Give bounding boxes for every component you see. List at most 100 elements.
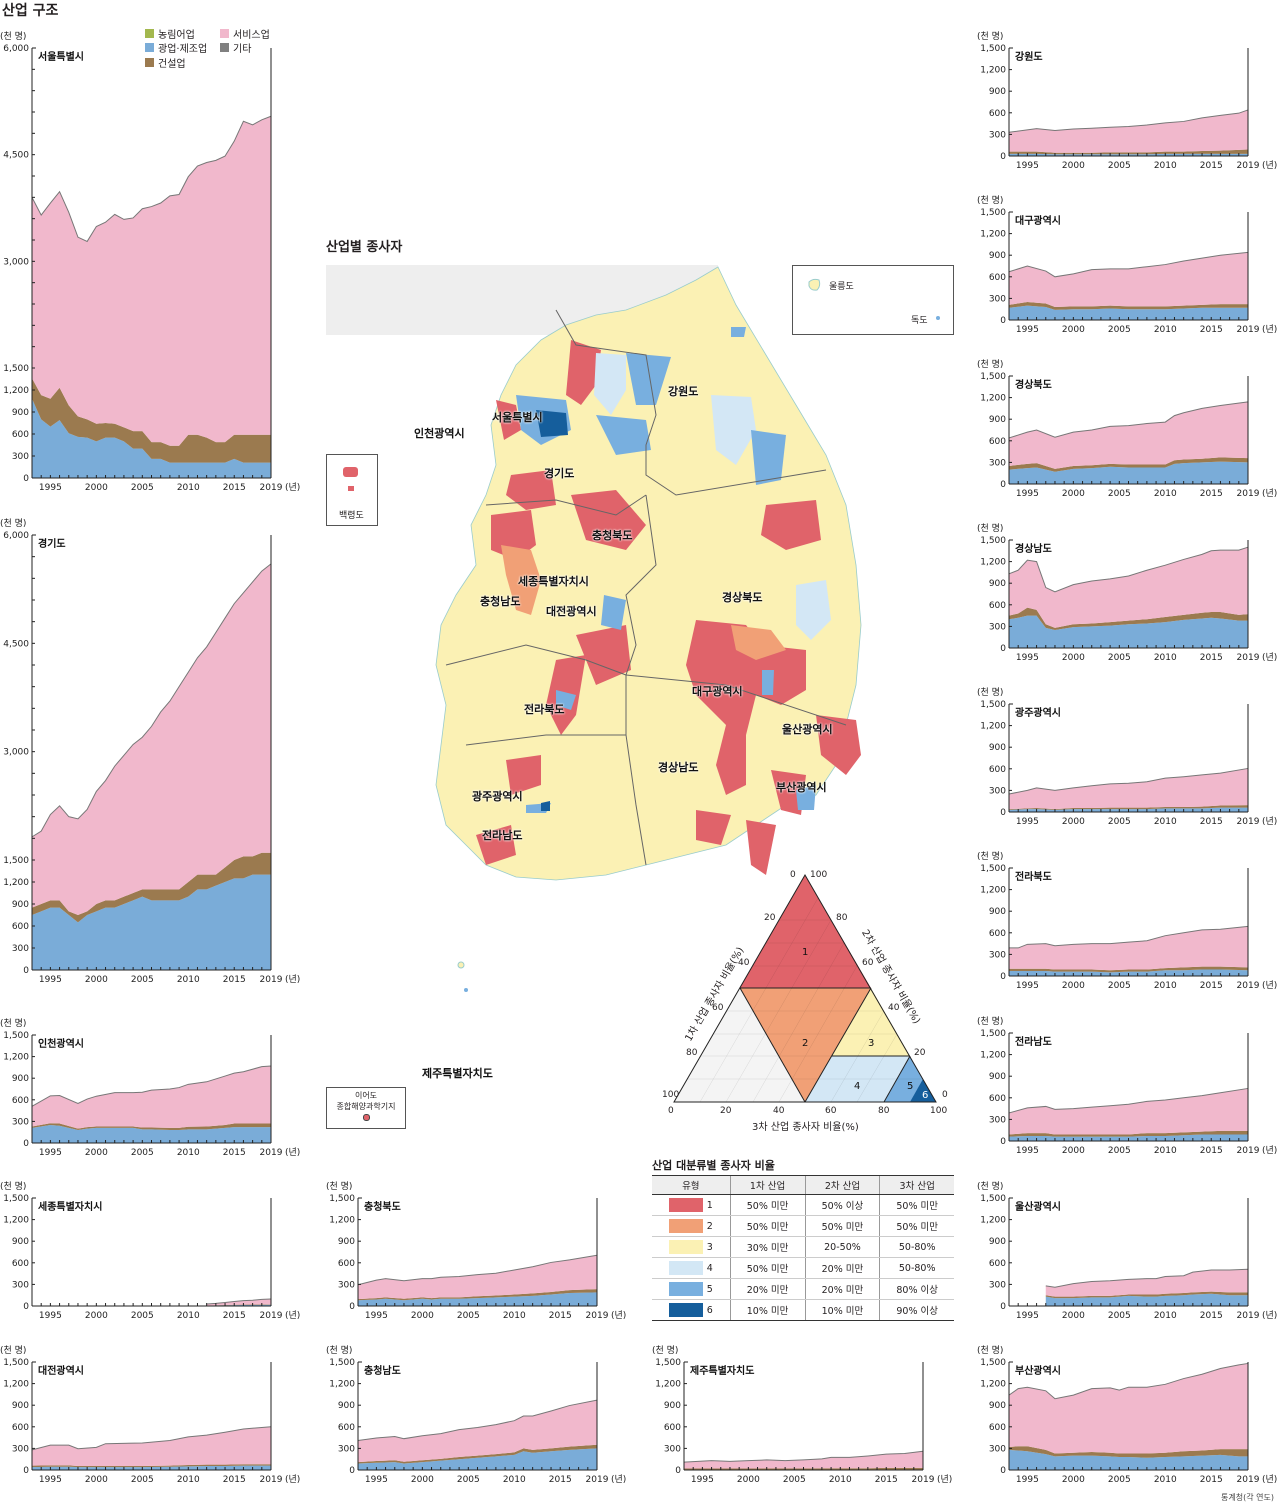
map-label-8: 경상북도 (722, 591, 763, 604)
svg-text:2005: 2005 (1108, 981, 1131, 991)
svg-text:900: 900 (664, 1401, 681, 1411)
svg-text:2005: 2005 (1108, 1311, 1131, 1321)
svg-text:(천 명): (천 명) (977, 1181, 1003, 1192)
svg-text:2015: 2015 (1200, 981, 1223, 991)
svg-text:0: 0 (23, 1466, 29, 1476)
svg-text:2010: 2010 (1154, 161, 1177, 171)
svg-text:(천 명): (천 명) (977, 523, 1003, 534)
svg-text:300: 300 (12, 944, 29, 954)
svg-text:2019: 2019 (586, 1475, 609, 1485)
svg-text:2000: 2000 (85, 975, 108, 985)
bottom-tick: 0 (668, 1106, 674, 1116)
legend-item-services: 서비스업 (220, 26, 270, 41)
svg-text:1995: 1995 (39, 1311, 62, 1321)
svg-text:2000: 2000 (411, 1475, 434, 1485)
header-secondary: 2차 산업 (804, 1175, 880, 1195)
chart-gyeonggi: (천 명) 0 300 600 900 1,200 1,500 3,000 4,500 6,000… (0, 515, 300, 990)
svg-text:(천 명): (천 명) (326, 1181, 352, 1192)
svg-text:2000: 2000 (85, 1148, 108, 1158)
type-swatch (668, 1303, 703, 1317)
bottom-tick: 20 (720, 1106, 732, 1116)
legend-label: 건설업 (158, 59, 186, 70)
svg-text:1,200: 1,200 (329, 1216, 355, 1226)
svg-text:2010: 2010 (1154, 325, 1177, 335)
svg-text:2000: 2000 (1062, 1311, 1085, 1321)
legend-label: 광업·제조업 (158, 44, 208, 55)
svg-text:1,500: 1,500 (3, 1031, 29, 1041)
svg-text:2010: 2010 (1154, 817, 1177, 827)
svg-text:300: 300 (12, 1117, 29, 1127)
svg-text:전라남도: 전라남도 (1015, 1035, 1052, 1048)
primary-cell: 50% 미만 (729, 1194, 806, 1216)
svg-text:600: 600 (989, 929, 1006, 939)
svg-text:2019: 2019 (260, 1311, 283, 1321)
svg-text:2015: 2015 (1200, 489, 1223, 499)
svg-text:300: 300 (989, 622, 1006, 632)
svg-text:경상남도: 경상남도 (1015, 542, 1052, 555)
svg-text:(천 명): (천 명) (0, 1181, 26, 1192)
svg-text:(년): (년) (1262, 1310, 1277, 1321)
type-table-header: 유형 1차 산업 2차 산업 3차 산업 (652, 1175, 954, 1195)
ieodo-label: 이어도 (354, 1091, 378, 1100)
svg-text:대전광역시: 대전광역시 (38, 1364, 84, 1377)
svg-text:충청북도: 충청북도 (364, 1200, 401, 1213)
chart-sejong: (천 명) 0 300 600 900 1,200 1,500 1995 2000 2005 201… (0, 1178, 300, 1326)
svg-text:600: 600 (12, 430, 29, 440)
svg-text:2010: 2010 (177, 1475, 200, 1485)
svg-text:2015: 2015 (1200, 1146, 1223, 1156)
chart-gwangju: (천 명) 0 300 600 900 1,200 1,500 1995 2000 2005 201… (977, 684, 1277, 832)
map-label-2: 경기도 (544, 467, 575, 480)
svg-text:900: 900 (989, 87, 1006, 97)
svg-text:(년): (년) (1262, 980, 1277, 991)
svg-text:1,200: 1,200 (980, 66, 1006, 76)
svg-text:1995: 1995 (39, 1475, 62, 1485)
map-label-9: 전라북도 (524, 703, 565, 716)
type-swatch (668, 1219, 703, 1233)
svg-text:300: 300 (989, 294, 1006, 304)
type-row: 2 50% 미만 50% 미만 50% 미만 (652, 1215, 954, 1237)
svg-text:2015: 2015 (223, 975, 246, 985)
svg-text:1,200: 1,200 (980, 1216, 1006, 1226)
bottom-tick: 60 (825, 1106, 837, 1116)
svg-text:2000: 2000 (1062, 325, 1085, 335)
svg-text:2010: 2010 (503, 1311, 526, 1321)
svg-text:대구광역시: 대구광역시 (1015, 214, 1061, 227)
svg-text:(천 명): (천 명) (977, 195, 1003, 206)
svg-text:0: 0 (1000, 644, 1006, 654)
svg-text:3,000: 3,000 (3, 257, 29, 267)
svg-text:0: 0 (1000, 808, 1006, 818)
type-row: 6 10% 미만 10% 미만 90% 이상 (652, 1299, 954, 1321)
svg-text:2010: 2010 (1154, 489, 1177, 499)
svg-text:2015: 2015 (875, 1475, 898, 1485)
region-1-label: 1 (802, 947, 808, 958)
ulleung-label: 울릉도 (829, 282, 854, 292)
agriculture-swatch (145, 29, 154, 38)
svg-text:1,200: 1,200 (329, 1380, 355, 1390)
svg-text:(천 명): (천 명) (977, 851, 1003, 862)
svg-text:900: 900 (989, 251, 1006, 261)
svg-text:600: 600 (989, 1094, 1006, 1104)
svg-text:(년): (년) (285, 482, 300, 493)
svg-text:900: 900 (12, 1237, 29, 1247)
right-tick: 80 (836, 913, 848, 923)
map-label-3: 강원도 (668, 385, 699, 398)
svg-text:2015: 2015 (1200, 817, 1223, 827)
legend-item-manufacturing: 광업·제조업 (145, 40, 207, 55)
svg-text:300: 300 (989, 1280, 1006, 1290)
svg-text:600: 600 (12, 922, 29, 932)
ulleung-dokdo-inset: 울릉도 독도 (792, 265, 954, 335)
ulleung-island-icon (808, 278, 821, 291)
svg-text:2019: 2019 (260, 1475, 283, 1485)
type-row: 1 50% 미만 50% 이상 50% 미만 (652, 1194, 954, 1216)
svg-text:(년): (년) (285, 1474, 300, 1485)
svg-text:2005: 2005 (131, 1475, 154, 1485)
type-swatch (668, 1198, 703, 1212)
svg-text:(천 명): (천 명) (0, 518, 26, 529)
korea-map: 울릉도 독도 백령도 이어도 종합해양과학기지 서울특별시 인천광역시 경기도 강원도… (326, 265, 956, 1129)
legend-label: 기타 (233, 44, 252, 55)
svg-text:1,200: 1,200 (980, 230, 1006, 240)
svg-text:2000: 2000 (1062, 1146, 1085, 1156)
svg-text:1,500: 1,500 (980, 864, 1006, 874)
svg-text:2000: 2000 (85, 1475, 108, 1485)
type-number: 1 (706, 1199, 713, 1211)
